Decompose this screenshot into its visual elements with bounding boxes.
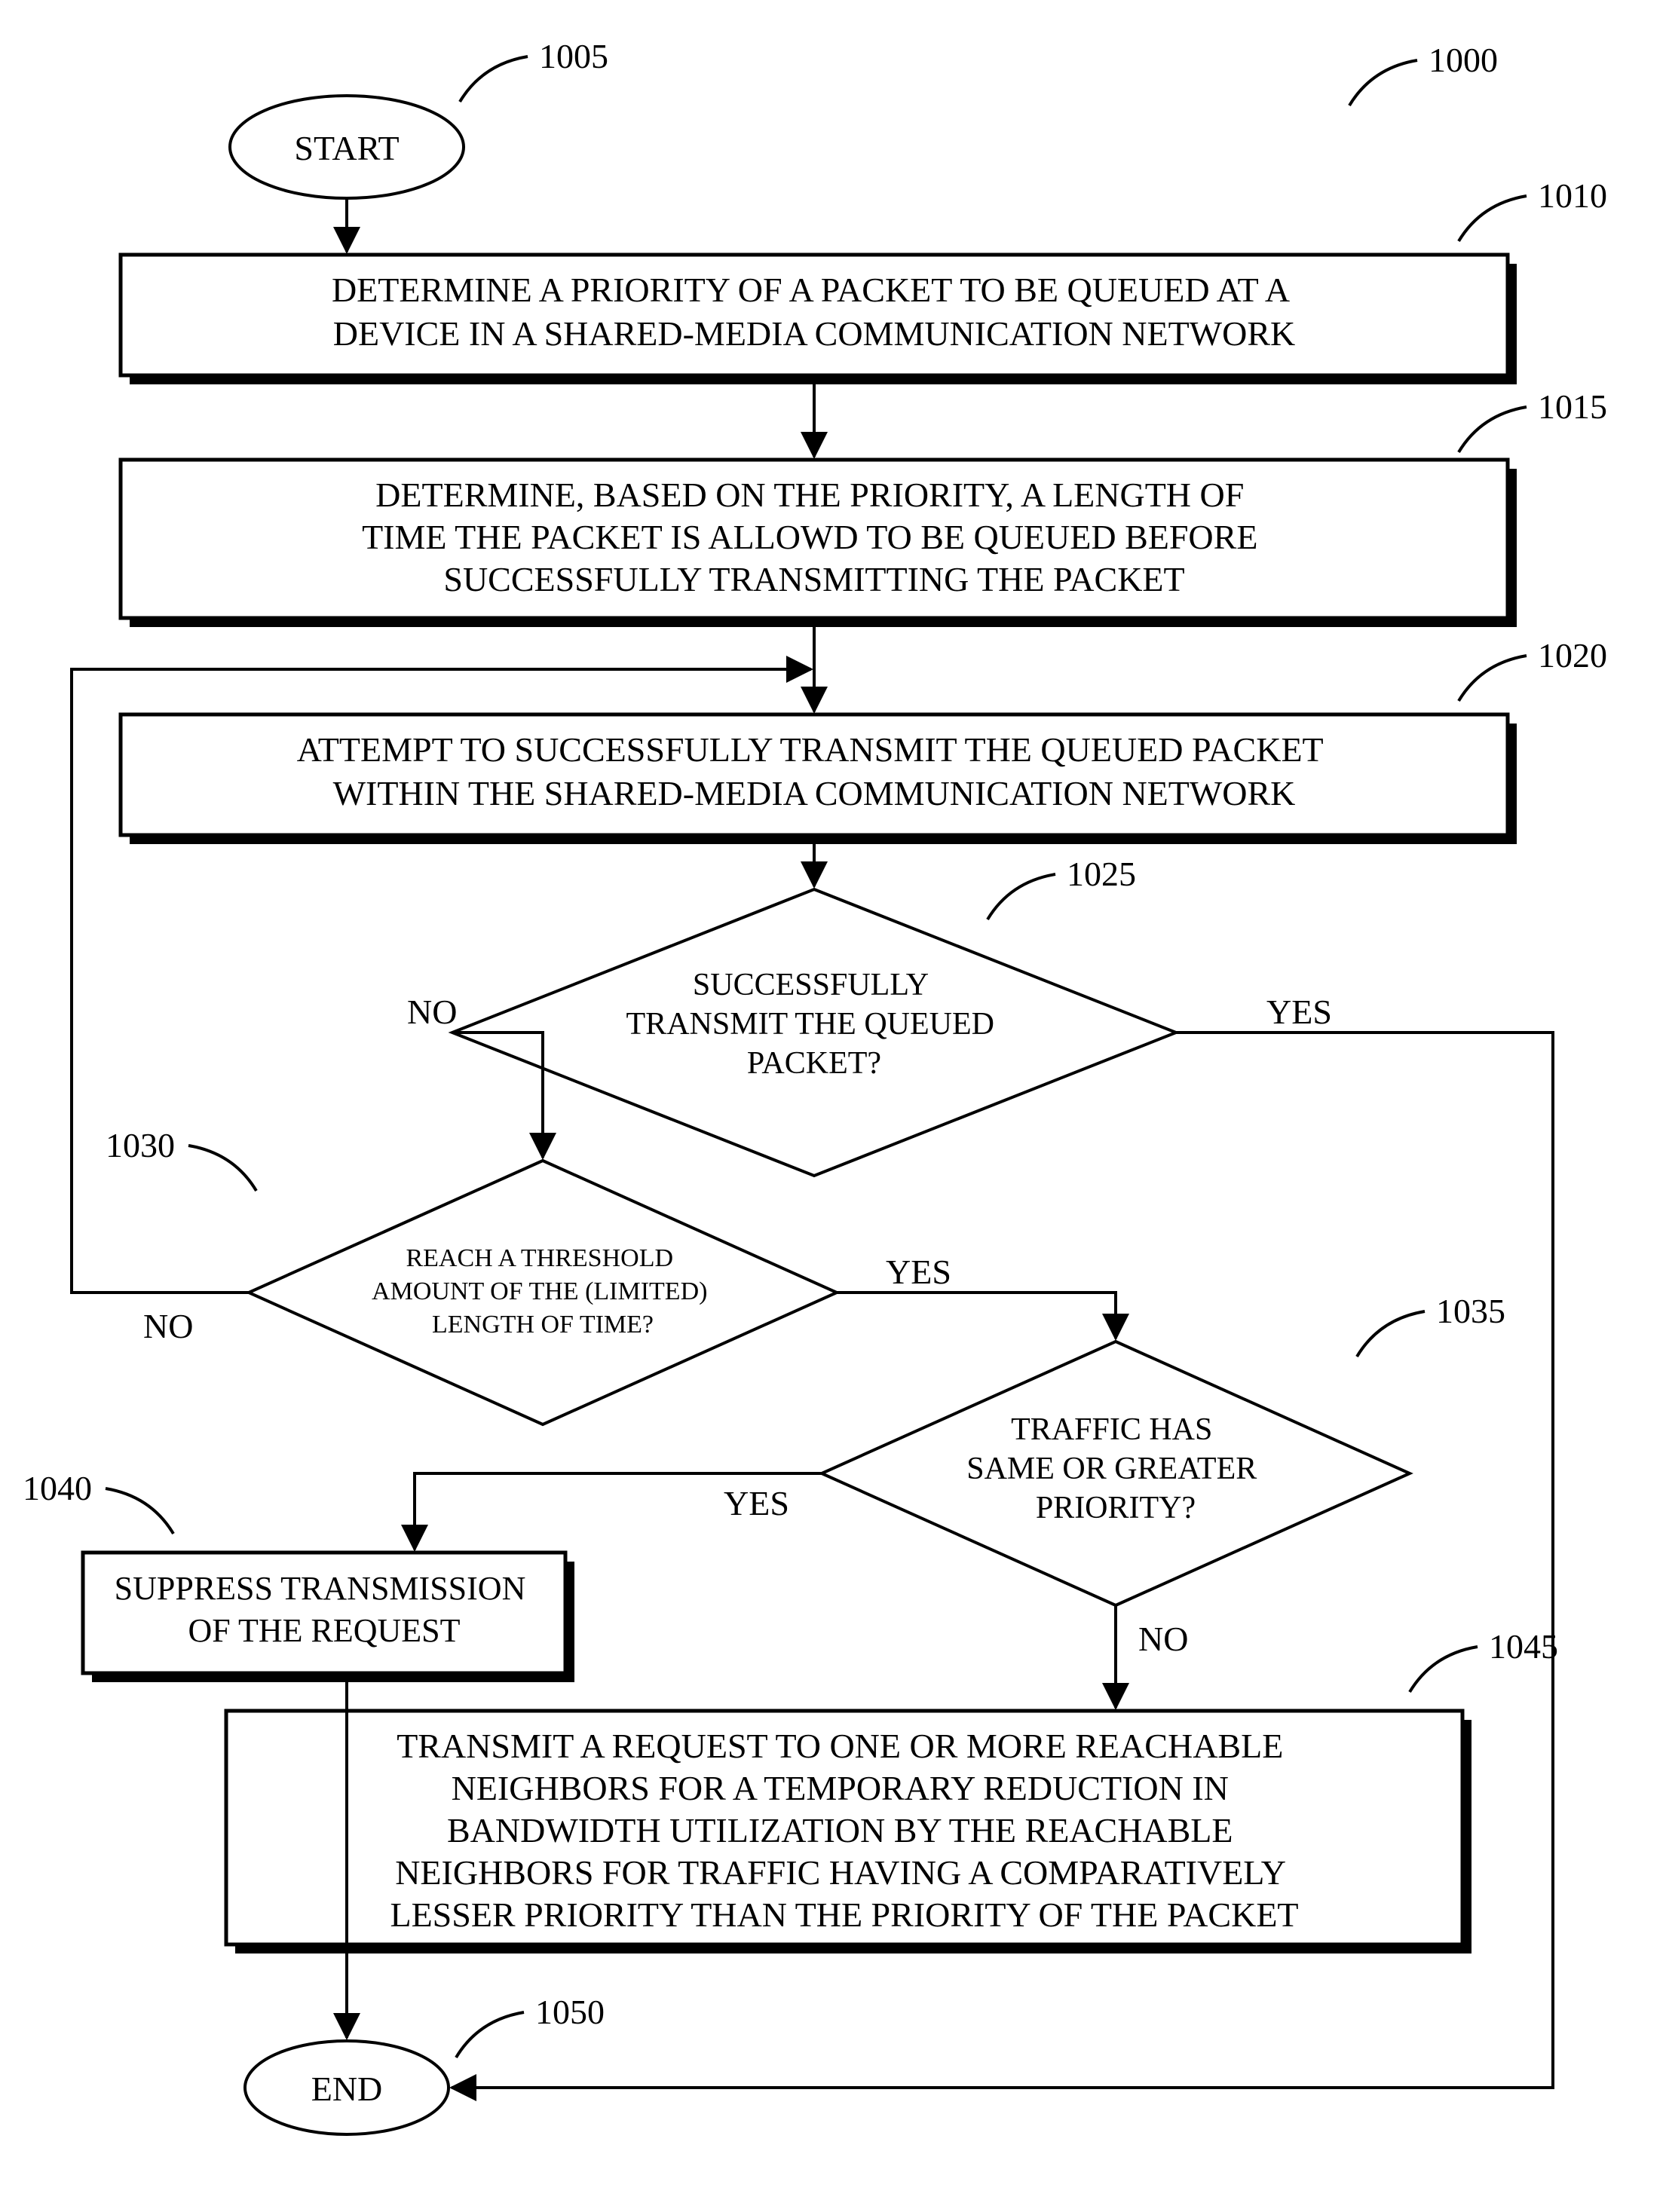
ref-1020: 1020 bbox=[1459, 636, 1607, 701]
line: TRANSMIT A REQUEST TO ONE OR MORE REACHA… bbox=[397, 1727, 1283, 1765]
process-1045: TRANSMIT A REQUEST TO ONE OR MORE REACHA… bbox=[226, 1711, 1471, 1953]
line: REACH A THRESHOLD bbox=[406, 1244, 673, 1272]
edge-label: YES bbox=[724, 1484, 789, 1522]
start-node: START bbox=[230, 96, 464, 198]
line: NEIGHBORS FOR TRAFFIC HAVING A COMPARATI… bbox=[395, 1853, 1286, 1892]
ref-1025: 1025 bbox=[988, 855, 1136, 919]
line: OF THE REQUEST bbox=[188, 1612, 461, 1649]
line: SAME OR GREATER bbox=[966, 1452, 1257, 1486]
ref-label: 1040 bbox=[23, 1469, 92, 1507]
edge-label: YES bbox=[886, 1253, 951, 1291]
ref-1045: 1045 bbox=[1410, 1627, 1558, 1692]
edge-1030-yes-to-1035 bbox=[837, 1293, 1116, 1339]
ref-label: 1010 bbox=[1538, 176, 1607, 215]
line: SUCCESSFULLY bbox=[693, 968, 929, 1002]
svg-text:DETERMINE, BASED ON THE PRIORI: DETERMINE, BASED ON THE PRIORITY, A LENG… bbox=[362, 476, 1266, 598]
line: LENGTH OF TIME? bbox=[432, 1311, 654, 1339]
edge-label: NO bbox=[407, 993, 457, 1031]
ref-1030: 1030 bbox=[106, 1126, 256, 1191]
line: NEIGHBORS FOR A TEMPORARY REDUCTION IN bbox=[452, 1769, 1229, 1807]
line: PRIORITY? bbox=[1036, 1491, 1196, 1525]
edge-label: YES bbox=[1266, 993, 1332, 1031]
line: AMOUNT OF THE (LIMITED) bbox=[372, 1277, 707, 1305]
line: LESSER PRIORITY THAN THE PRIORITY OF THE… bbox=[390, 1895, 1298, 1934]
ref-label: 1035 bbox=[1436, 1292, 1505, 1330]
ref-1040: 1040 bbox=[23, 1469, 173, 1534]
ref-1050: 1050 bbox=[456, 1993, 605, 2057]
flowchart-canvas: 1000 1005 1010 1015 1020 1025 1030 1035 … bbox=[0, 0, 1669, 2212]
end-label: END bbox=[311, 2070, 383, 2108]
decision-1030: REACH A THRESHOLD AMOUNT OF THE (LIMITED… bbox=[249, 1161, 837, 1424]
ref-1000: 1000 bbox=[1349, 41, 1498, 106]
line: BANDWIDTH UTILIZATION BY THE REACHABLE bbox=[447, 1811, 1233, 1849]
ref-label: 1050 bbox=[535, 1993, 605, 2031]
ref-1035: 1035 bbox=[1357, 1292, 1505, 1357]
ref-1015: 1015 bbox=[1459, 387, 1607, 452]
edge-label: NO bbox=[143, 1307, 193, 1345]
ref-label: 1015 bbox=[1538, 387, 1607, 426]
process-1015: DETERMINE, BASED ON THE PRIORITY, A LENG… bbox=[121, 460, 1517, 627]
decision-1025: SUCCESSFULLY TRANSMIT THE QUEUED PACKET? bbox=[452, 889, 1176, 1176]
line: DETERMINE, BASED ON THE PRIORITY, A LENG… bbox=[375, 476, 1244, 514]
edge-label: NO bbox=[1138, 1620, 1188, 1658]
line: ATTEMPT TO SUCCESSFULLY TRANSMIT THE QUE… bbox=[297, 730, 1324, 769]
line: WITHIN THE SHARED-MEDIA COMMUNICATION NE… bbox=[333, 774, 1296, 812]
ref-label: 1000 bbox=[1429, 41, 1498, 79]
line: SUCCESSFULLY TRANSMITTING THE PACKET bbox=[443, 560, 1184, 598]
line: PACKET? bbox=[747, 1046, 881, 1081]
line: TIME THE PACKET IS ALLOWD TO BE QUEUED B… bbox=[362, 518, 1257, 556]
end-node: END bbox=[245, 2041, 449, 2134]
ref-label: 1005 bbox=[539, 37, 608, 75]
process-1040: SUPPRESS TRANSMISSION OF THE REQUEST bbox=[83, 1553, 574, 1682]
svg-text:TRANSMIT A REQUEST TO ONE OR M: TRANSMIT A REQUEST TO ONE OR MORE REACHA… bbox=[390, 1727, 1298, 1934]
ref-1005: 1005 bbox=[460, 37, 608, 102]
line: TRAFFIC HAS bbox=[1011, 1412, 1212, 1447]
ref-label: 1020 bbox=[1538, 636, 1607, 675]
start-label: START bbox=[294, 129, 399, 167]
line: SUPPRESS TRANSMISSION bbox=[115, 1570, 526, 1607]
line: TRANSMIT THE QUEUED bbox=[626, 1007, 994, 1042]
process-1010: DETERMINE A PRIORITY OF A PACKET TO BE Q… bbox=[121, 255, 1517, 384]
line: DEVICE IN A SHARED-MEDIA COMMUNICATION N… bbox=[333, 314, 1295, 353]
ref-label: 1045 bbox=[1489, 1627, 1558, 1666]
ref-1010: 1010 bbox=[1459, 176, 1607, 241]
ref-label: 1025 bbox=[1067, 855, 1136, 893]
decision-1035: TRAFFIC HAS SAME OR GREATER PRIORITY? bbox=[822, 1342, 1410, 1605]
ref-label: 1030 bbox=[106, 1126, 175, 1164]
process-1020: ATTEMPT TO SUCCESSFULLY TRANSMIT THE QUE… bbox=[121, 714, 1517, 844]
line: DETERMINE A PRIORITY OF A PACKET TO BE Q… bbox=[332, 271, 1290, 309]
